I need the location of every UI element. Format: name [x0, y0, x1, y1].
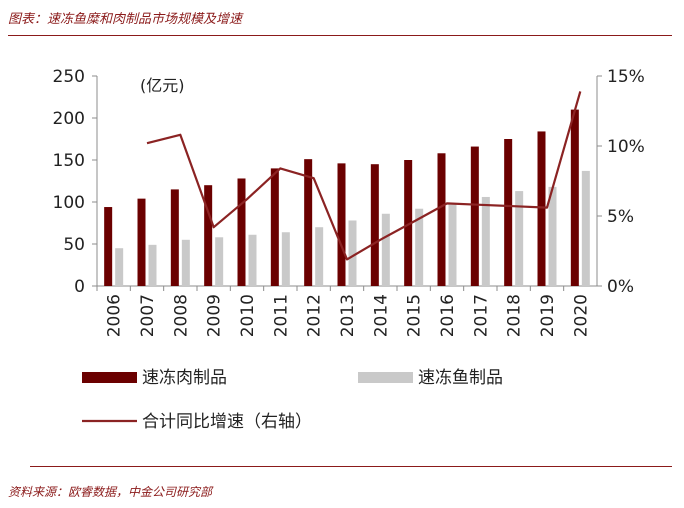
bar-meat-2009 — [204, 185, 213, 286]
bar-fish-2017 — [481, 196, 490, 286]
bar-fish-2006 — [115, 248, 124, 286]
chart-bars — [96, 109, 590, 291]
x-tick-label: 2018 — [505, 294, 525, 337]
x-tick-label: 2009 — [205, 294, 225, 337]
bottom-divider — [30, 466, 672, 467]
y2-tick-labels: 0% 5% 10% 15% — [597, 67, 645, 297]
bar-fish-2020 — [581, 170, 590, 286]
bar-fish-2011 — [281, 232, 290, 286]
bar-fish-2015 — [415, 208, 424, 286]
bar-meat-2015 — [404, 160, 413, 286]
figure-caption: 图表：速冻鱼糜和肉制品市场规模及增速 — [8, 12, 243, 27]
legend-swatch-fish — [358, 372, 413, 383]
y2-tick-label: 5% — [607, 207, 634, 227]
bar-fish-2012 — [315, 227, 324, 286]
legend-label-growth: 合计同比增速（右轴） — [142, 412, 312, 432]
bar-fish-2014 — [381, 213, 390, 286]
x-tick-label: 2007 — [138, 294, 158, 337]
bar-fish-2013 — [348, 220, 357, 286]
chart-axes — [96, 76, 598, 287]
y-tick-label: 50 — [63, 235, 85, 255]
y2-tick-label: 10% — [607, 137, 645, 157]
bar-meat-2018 — [504, 139, 513, 286]
bar-meat-2019 — [537, 131, 546, 286]
growth-line-layer — [146, 91, 582, 261]
source-note: 资料来源：欧睿数据，中金公司研究部 — [8, 485, 213, 499]
unit-label: (亿元) — [140, 76, 185, 95]
bar-fish-2010 — [248, 234, 257, 286]
x-tick-label: 2012 — [305, 294, 325, 337]
y-tick-label: 0 — [74, 277, 85, 297]
bar-fish-2009 — [215, 237, 224, 286]
x-tick-labels: 2006 2007 2008 2009 2010 2011 2012 2013 2014 2015… — [105, 294, 592, 337]
x-tick-label: 2008 — [171, 294, 191, 337]
top-divider — [8, 35, 672, 36]
bar-fish-2007 — [148, 244, 157, 286]
x-tick-label: 2016 — [438, 294, 458, 337]
bar-fish-2008 — [181, 239, 190, 286]
bar-meat-2008 — [170, 189, 179, 286]
y2-tick-label: 15% — [607, 67, 645, 87]
bar-meat-2013 — [337, 163, 346, 286]
bar-meat-2020 — [570, 109, 579, 286]
bar-fish-2019 — [548, 186, 557, 286]
x-tick-label: 2019 — [538, 294, 558, 337]
legend-label-fish: 速冻鱼制品 — [418, 368, 503, 388]
growth-line — [146, 91, 582, 261]
x-tick-label: 2013 — [338, 294, 358, 337]
bar-meat-2011 — [270, 168, 279, 286]
x-tick-label: 2014 — [371, 294, 391, 337]
bar-meat-2010 — [237, 178, 246, 286]
bar-meat-2016 — [437, 153, 446, 286]
x-tick-label: 2020 — [571, 294, 591, 337]
x-tick-label: 2015 — [405, 294, 425, 337]
bar-meat-2014 — [370, 164, 379, 286]
y-tick-label: 200 — [53, 109, 85, 129]
x-tick-label: 2011 — [271, 294, 291, 337]
bar-meat-2006 — [104, 207, 113, 286]
x-tick-label: 2017 — [471, 294, 491, 337]
y-tick-label: 250 — [53, 67, 85, 87]
bar-fish-2018 — [515, 191, 524, 286]
bar-meat-2012 — [304, 159, 313, 286]
y-tick-label: 150 — [53, 151, 85, 171]
y-tick-labels: 0 50 100 150 200 250 — [53, 67, 97, 297]
bar-meat-2017 — [470, 146, 479, 286]
bar-meat-2007 — [137, 198, 146, 286]
y-tick-label: 100 — [53, 193, 85, 213]
x-tick-label: 2010 — [238, 294, 258, 337]
y2-tick-label: 0% — [607, 277, 634, 297]
legend-swatch-meat — [82, 372, 137, 383]
x-tick-label: 2006 — [105, 294, 125, 337]
legend-label-meat: 速冻肉制品 — [142, 368, 227, 388]
bar-fish-2016 — [448, 204, 457, 286]
